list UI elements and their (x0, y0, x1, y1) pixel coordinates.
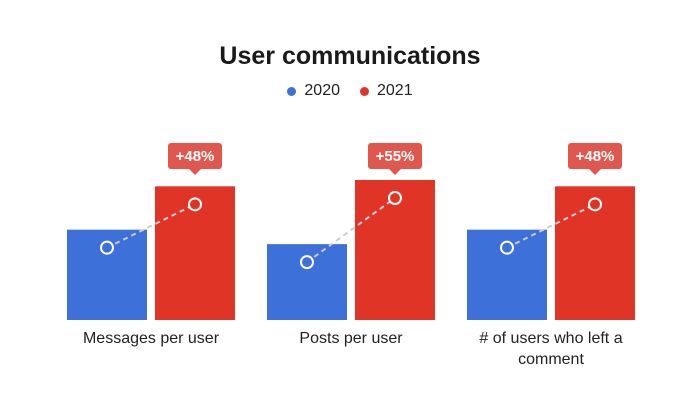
connector-comments (506, 203, 596, 249)
change-label-messages: +48% (176, 148, 215, 165)
legend-label-2020: 2020 (304, 82, 340, 99)
connector-messages (106, 203, 196, 249)
connector-posts (306, 197, 396, 263)
change-badge-pointer-messages (189, 169, 201, 175)
marker-messages-2020 (100, 240, 114, 255)
change-label-comments: +48% (576, 148, 615, 165)
category-label-posts: Posts per user (299, 330, 403, 347)
legend-swatch-2020 (287, 86, 297, 96)
category-label-messages: Messages per user (82, 330, 220, 347)
chart-title: User communications (219, 42, 481, 70)
legend: 2020 2021 (0, 82, 700, 100)
marker-posts-2020 (300, 255, 314, 270)
change-label-posts: +55% (376, 148, 415, 165)
marker-posts-2021 (388, 191, 402, 205)
legend-swatch-2021 (360, 86, 369, 96)
change-badge-pointer-comments (589, 169, 601, 175)
marker-comments-2021 (588, 197, 602, 212)
marker-messages-2021 (188, 197, 202, 212)
legend-item-2021: 2021 (360, 82, 413, 100)
legend-item-2020: 2020 (287, 82, 340, 100)
change-badge-pointer-posts (389, 169, 401, 175)
change-badge-comments (568, 143, 622, 169)
category-label-comments: # of users who left a comment (479, 330, 623, 368)
change-badge-messages (168, 143, 222, 169)
change-badge-posts (368, 143, 422, 169)
legend-label-2021: 2021 (377, 82, 413, 99)
marker-comments-2020 (500, 240, 514, 255)
